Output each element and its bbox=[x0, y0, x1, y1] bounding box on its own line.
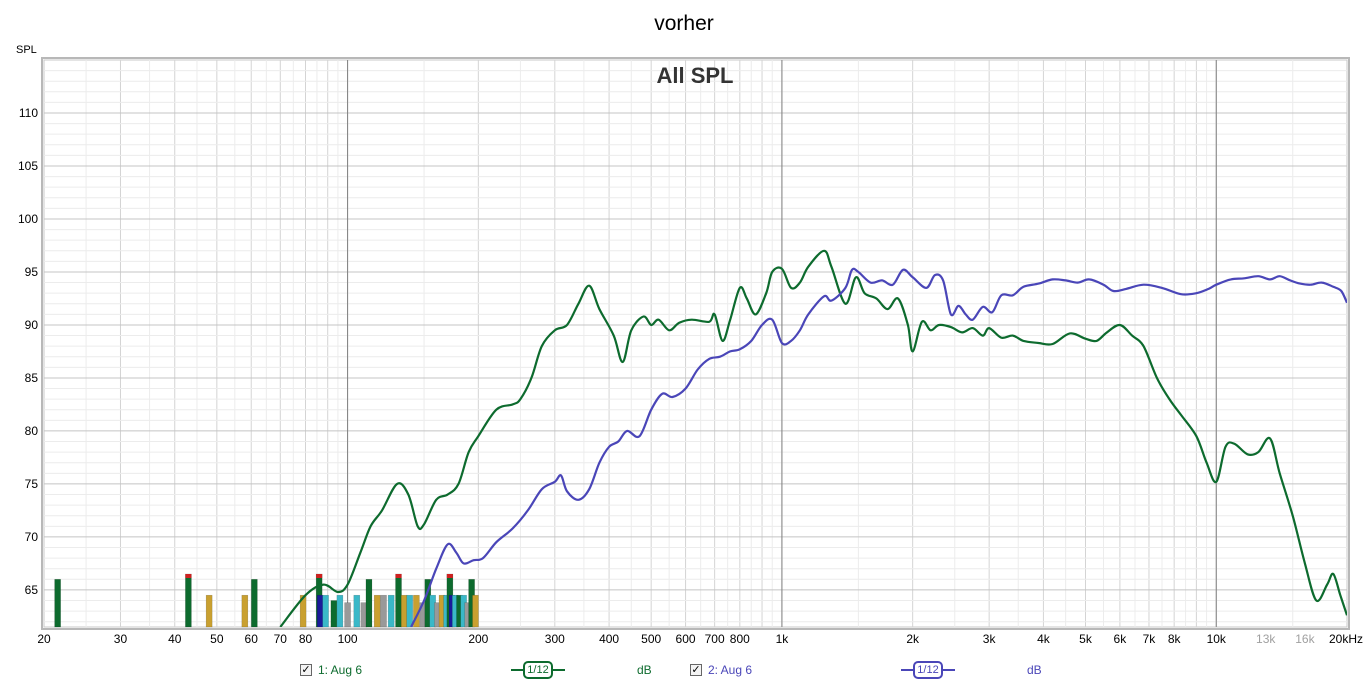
x-tick-label: 200 bbox=[468, 632, 488, 646]
y-tick-label: 105 bbox=[18, 159, 38, 173]
legend-series-1: ✓ 1: Aug 6 bbox=[300, 660, 362, 680]
series-1-smoothing-control[interactable]: 1/12 bbox=[511, 660, 565, 680]
x-tick-label: 5k bbox=[1079, 632, 1093, 646]
y-tick-label: 65 bbox=[25, 583, 39, 597]
x-tick-label: 40 bbox=[168, 632, 182, 646]
smoothing-icon: 1/12 bbox=[511, 661, 565, 679]
peak-marker bbox=[472, 594, 479, 628]
peak-marker bbox=[330, 600, 338, 628]
peak-marker-tip bbox=[185, 574, 192, 579]
series-1-checkbox[interactable]: ✓ bbox=[300, 664, 312, 676]
series-2-smoothing: 1/12 bbox=[913, 661, 943, 679]
curves bbox=[279, 249, 1347, 627]
x-tick-label: 3k bbox=[983, 632, 997, 646]
x-tick-label: 80 bbox=[299, 632, 313, 646]
y-tick-label: 80 bbox=[25, 424, 39, 438]
peak-marker bbox=[336, 594, 344, 628]
y-tick-label: 100 bbox=[18, 212, 38, 226]
x-tick-label: 500 bbox=[641, 632, 661, 646]
x-tick-label: 6k bbox=[1114, 632, 1128, 646]
x-tick-label: 2k bbox=[906, 632, 920, 646]
y-tick-label: 110 bbox=[19, 106, 38, 120]
x-tick-label: 50 bbox=[210, 632, 224, 646]
peak-marker bbox=[205, 594, 213, 628]
peak-marker bbox=[380, 594, 387, 628]
peak-marker bbox=[185, 573, 192, 628]
peak-marker bbox=[241, 594, 249, 628]
x-tick-label: 60 bbox=[245, 632, 259, 646]
series-1-unit: dB bbox=[637, 660, 652, 680]
y-tick-label: 85 bbox=[25, 371, 39, 385]
series-2-line bbox=[410, 267, 1347, 627]
peak-marker bbox=[395, 573, 402, 628]
series-1-unit-label: dB bbox=[637, 663, 652, 677]
peak-marker bbox=[365, 579, 373, 628]
x-tick-label: 13k bbox=[1256, 632, 1276, 646]
x-tick-label: 7k bbox=[1143, 632, 1157, 646]
y-tick-labels: 65 70 75 80 85 90 95 100 105 110 bbox=[18, 106, 38, 597]
x-tick-label: 70 bbox=[274, 632, 288, 646]
series-2-unit: dB bbox=[1027, 660, 1042, 680]
peak-marker bbox=[322, 594, 329, 628]
series-2-label[interactable]: 2: Aug 6 bbox=[708, 663, 753, 677]
chart-title: All SPL bbox=[656, 63, 733, 88]
peak-marker bbox=[251, 579, 258, 628]
series-2-smoothing-control[interactable]: 1/12 bbox=[901, 660, 955, 680]
x-tick-label: 800 bbox=[730, 632, 750, 646]
plot-area[interactable] bbox=[43, 59, 1348, 628]
x-tick-label: 20kHz bbox=[1329, 632, 1363, 646]
series-1-label[interactable]: 1: Aug 6 bbox=[318, 663, 363, 677]
x-tick-label: 16k bbox=[1295, 632, 1315, 646]
peak-marker bbox=[344, 602, 351, 628]
series-2-unit-label: dB bbox=[1027, 663, 1042, 677]
x-tick-label: 700 bbox=[705, 632, 725, 646]
plot-frame-outer bbox=[41, 57, 1350, 630]
y-tick-label: 70 bbox=[25, 530, 39, 544]
x-tick-label: 300 bbox=[545, 632, 565, 646]
peak-marker bbox=[373, 594, 381, 628]
peak-marker bbox=[400, 594, 408, 628]
x-tick-label: 400 bbox=[599, 632, 619, 646]
x-tick-label: 10k bbox=[1207, 632, 1227, 646]
peak-marker-tip bbox=[316, 574, 323, 579]
peak-marker bbox=[406, 594, 413, 628]
peak-marker bbox=[387, 594, 395, 628]
smoothing-icon: 1/12 bbox=[901, 661, 955, 679]
series-1-smoothing: 1/12 bbox=[523, 661, 553, 679]
x-tick-label: 1k bbox=[776, 632, 790, 646]
peak-marker bbox=[54, 579, 61, 628]
x-tick-label: 8k bbox=[1168, 632, 1182, 646]
x-tick-label: 20 bbox=[37, 632, 51, 646]
y-axis-label: SPL bbox=[16, 44, 37, 56]
series-1-line bbox=[279, 249, 1347, 627]
series-2-checkbox[interactable]: ✓ bbox=[690, 664, 702, 676]
window-title: vorher bbox=[654, 12, 714, 35]
legend-series-2: ✓ 2: Aug 6 bbox=[690, 660, 752, 680]
peak-marker-tip bbox=[395, 574, 402, 579]
x-tick-label: 100 bbox=[338, 632, 358, 646]
peak-markers bbox=[54, 573, 479, 628]
y-tick-label: 95 bbox=[25, 265, 39, 279]
x-tick-labels: 20 30 40 50 60 70 80 100 200 300 400 500 600 700 800 1k… bbox=[37, 632, 1363, 646]
y-tick-label: 75 bbox=[25, 477, 39, 491]
x-tick-label: 30 bbox=[114, 632, 128, 646]
peak-marker bbox=[353, 594, 361, 628]
peak-marker bbox=[316, 594, 324, 628]
y-tick-label: 90 bbox=[25, 318, 39, 332]
peak-marker bbox=[299, 594, 307, 628]
x-tick-label: 600 bbox=[676, 632, 696, 646]
peak-marker-tip bbox=[446, 574, 453, 579]
x-tick-label: 4k bbox=[1037, 632, 1051, 646]
